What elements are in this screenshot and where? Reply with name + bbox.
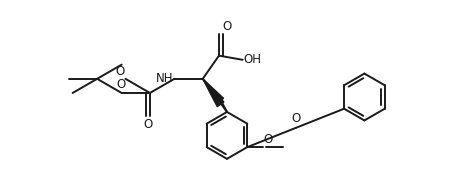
Text: O: O [115,65,124,78]
Text: O: O [291,112,300,125]
Text: O: O [116,78,125,91]
Polygon shape [203,79,224,103]
Polygon shape [203,79,224,107]
Text: O: O [264,133,273,146]
Text: OH: OH [244,53,262,66]
Text: O: O [143,118,153,131]
Text: O: O [222,20,231,33]
Text: NH: NH [156,72,173,85]
